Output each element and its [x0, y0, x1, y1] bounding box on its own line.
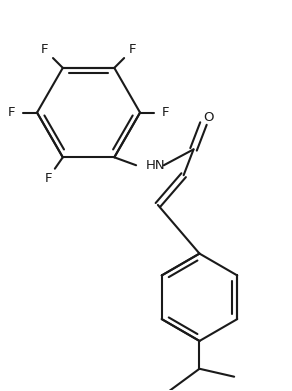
Text: HN: HN [146, 159, 166, 172]
Text: F: F [44, 172, 52, 185]
Text: F: F [129, 43, 136, 56]
Text: F: F [162, 106, 170, 119]
Text: F: F [41, 43, 48, 56]
Text: F: F [8, 106, 15, 119]
Text: O: O [203, 111, 214, 124]
